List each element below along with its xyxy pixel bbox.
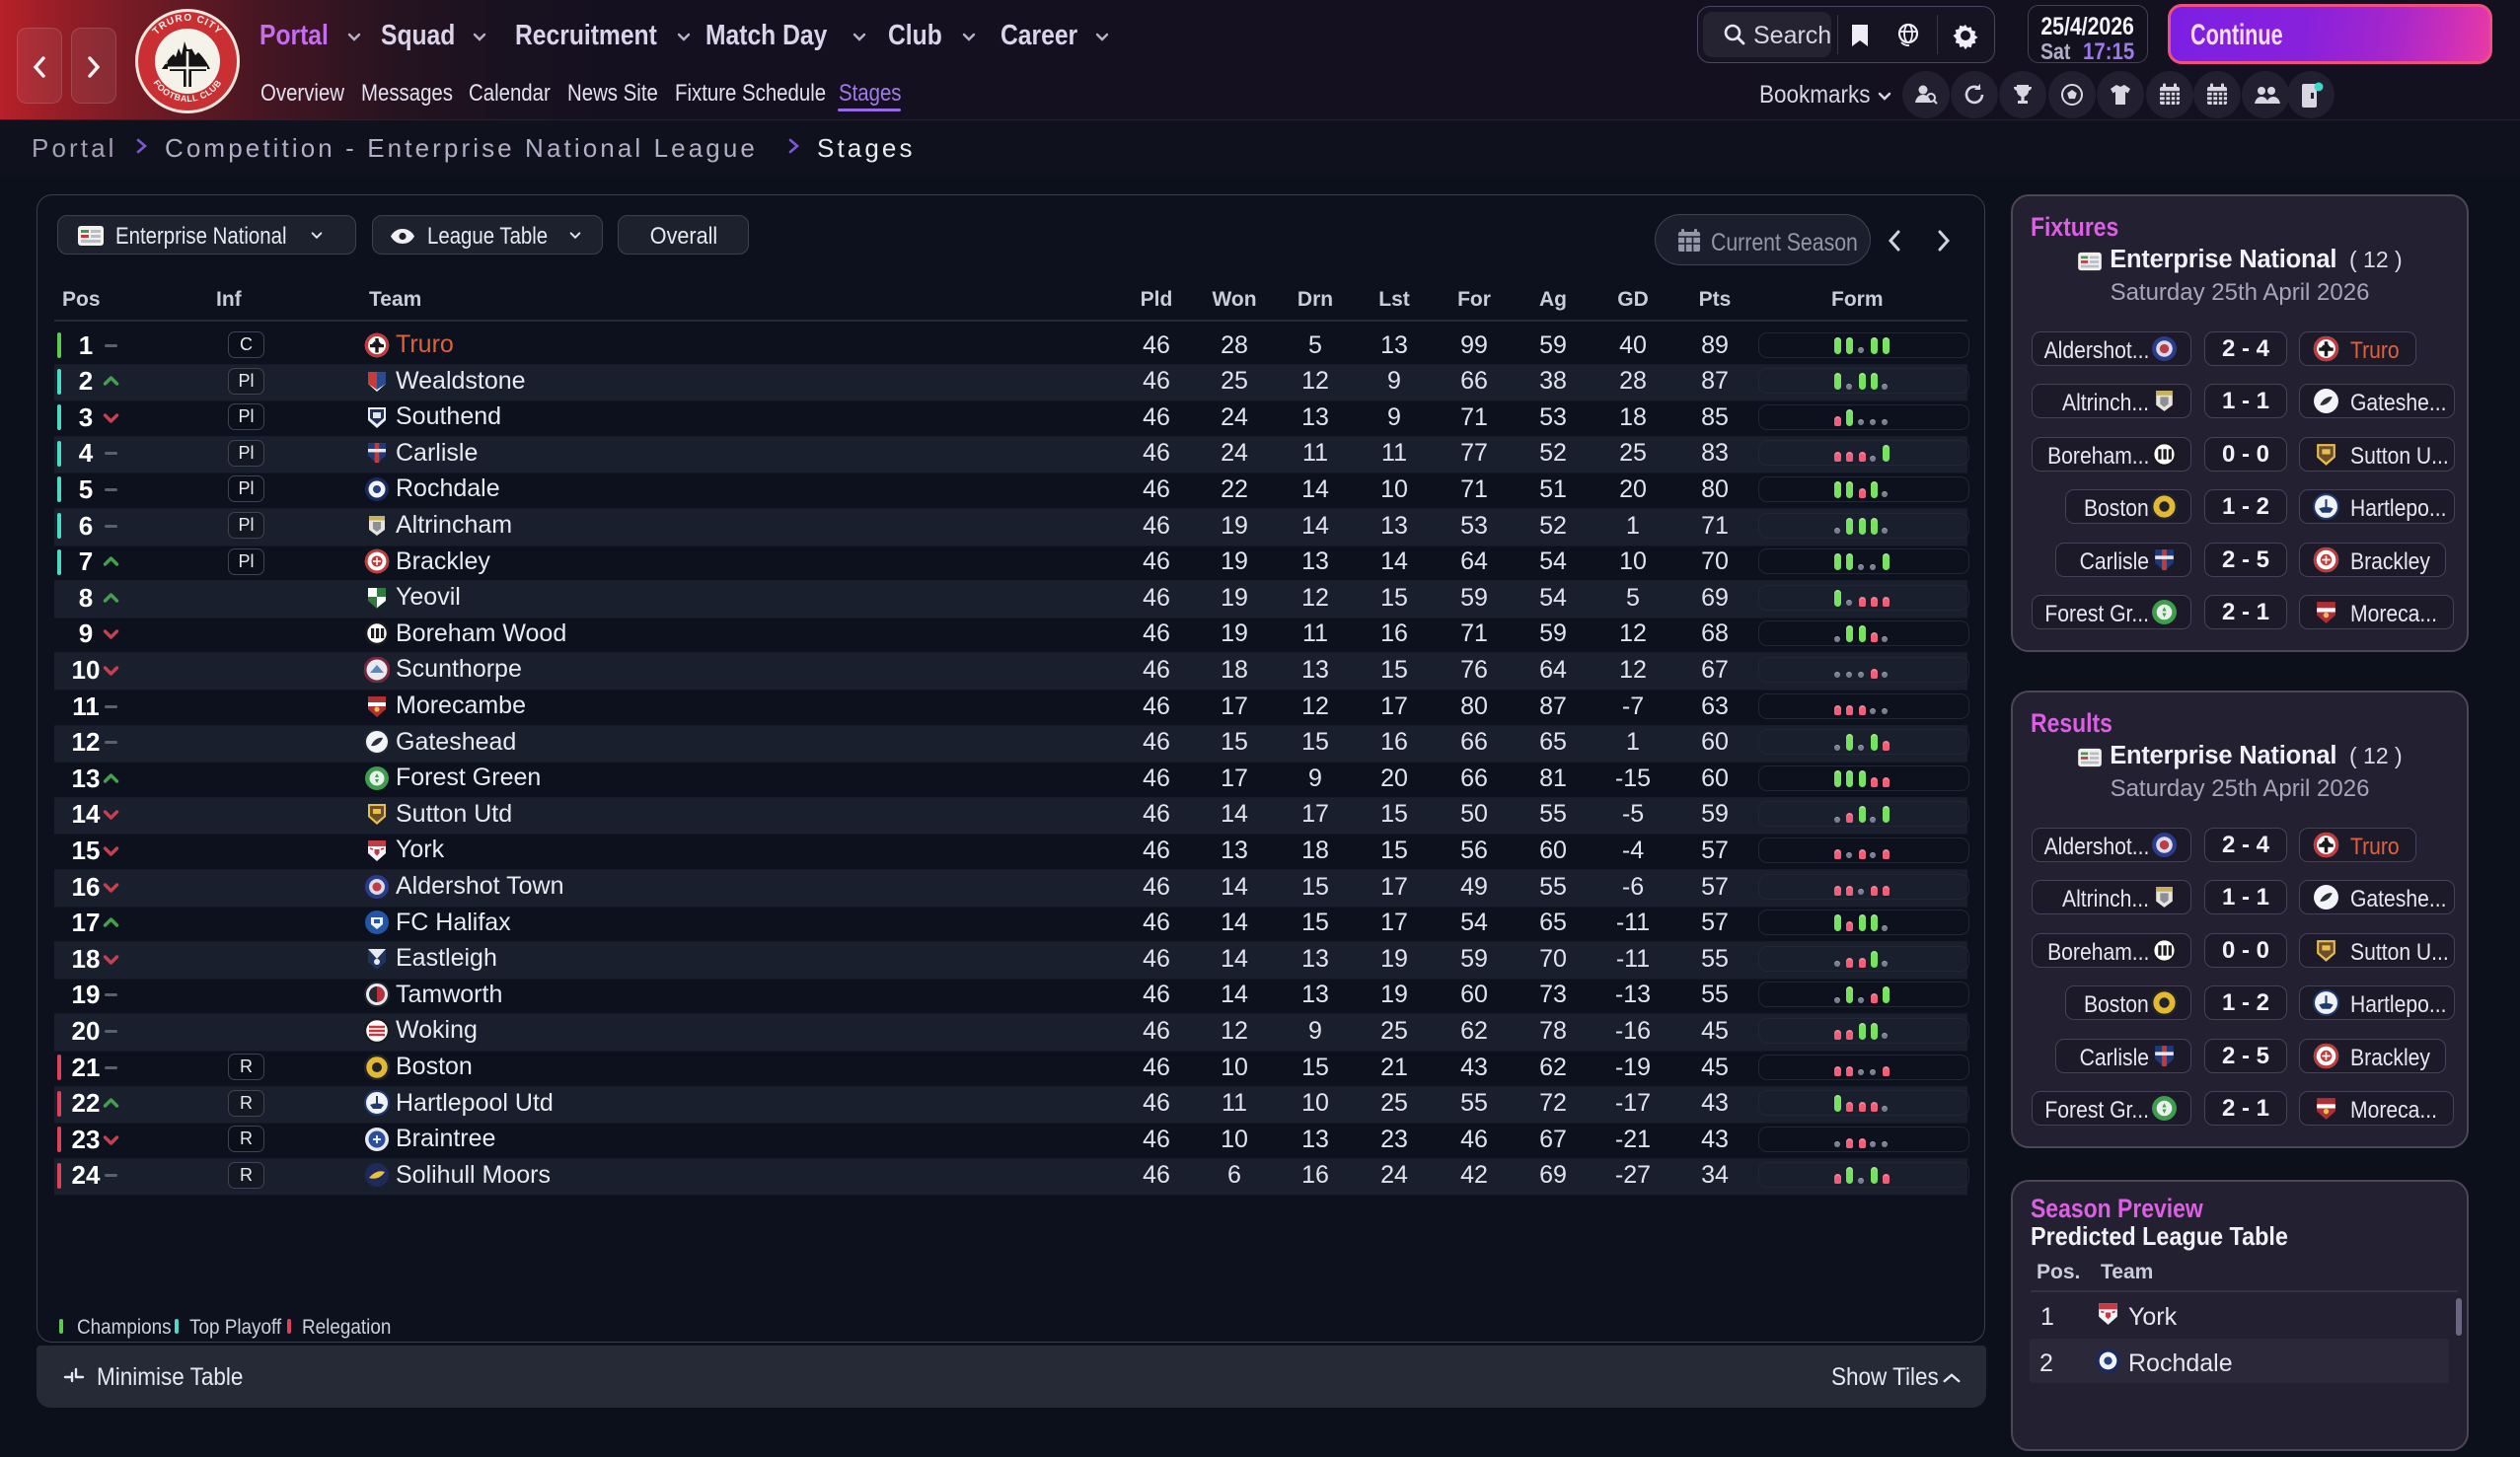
svg-text:89: 89: [207, 59, 215, 66]
svg-text:18: 18: [160, 59, 168, 66]
